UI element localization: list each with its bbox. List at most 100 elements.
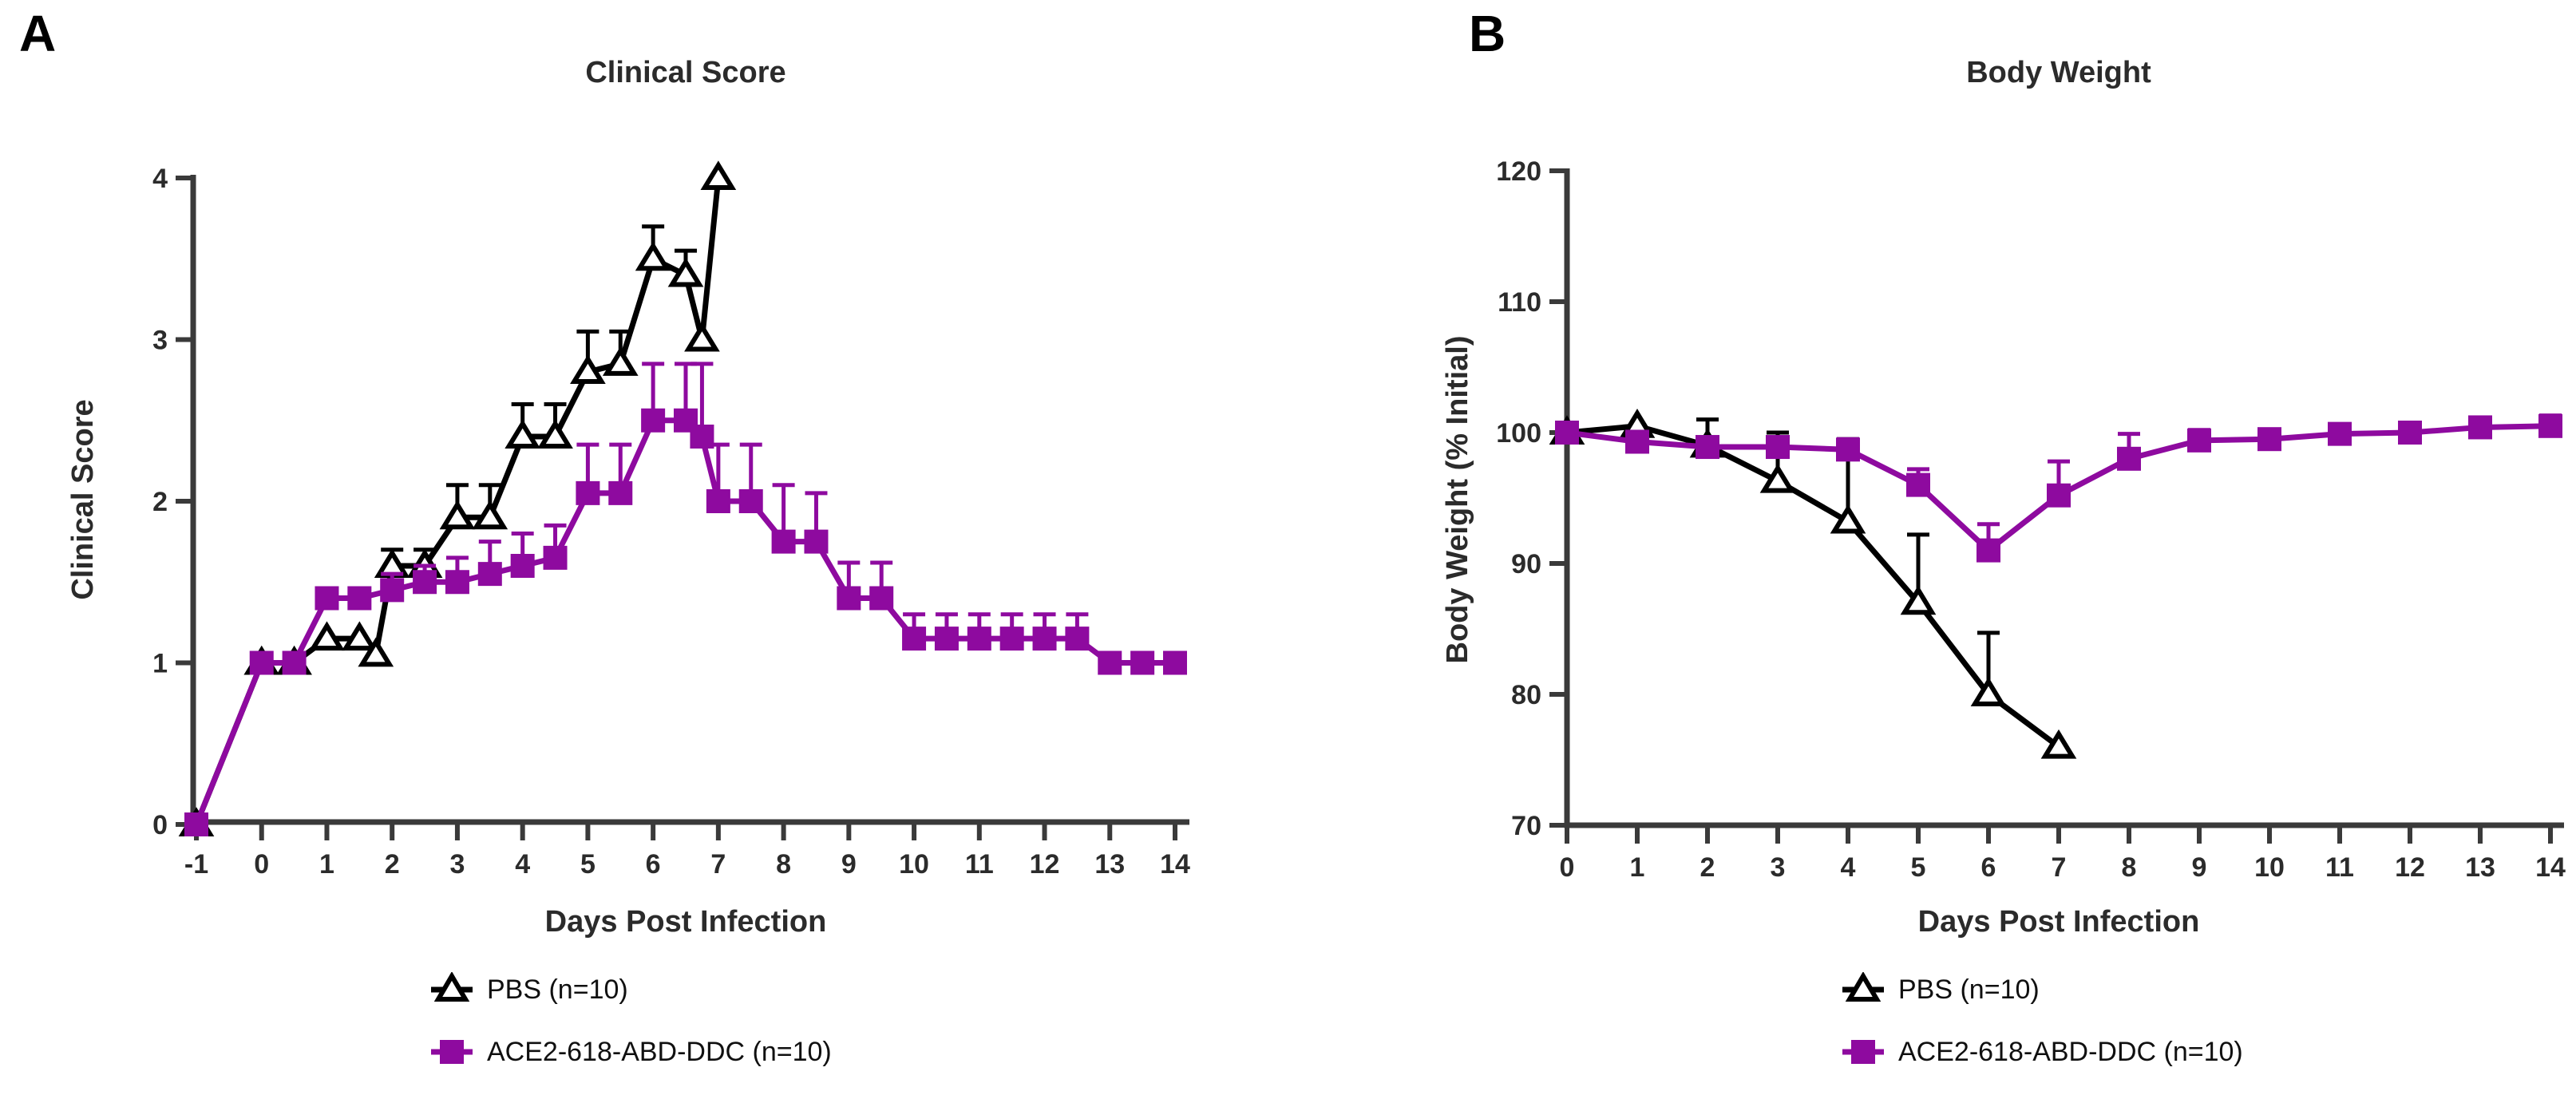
y-tick-label: 110 xyxy=(1498,287,1541,318)
filled-square-marker xyxy=(1977,538,2000,563)
filled-square-marker xyxy=(1625,429,1649,454)
filled-square-marker xyxy=(1163,650,1187,675)
x-tick-label: 3 xyxy=(1771,852,1786,883)
filled-square-marker xyxy=(999,627,1024,651)
y-tick-label: 70 xyxy=(1511,811,1541,841)
legend-item-pbs: PBS (n=10) xyxy=(1841,970,2243,1009)
open-triangle-marker xyxy=(439,500,476,530)
series-pbs xyxy=(1549,409,2077,759)
open-triangle-marker xyxy=(570,354,606,384)
panel-b-legend: PBS (n=10) ACE2-618-ABD-DDC (n=10) xyxy=(1841,970,2243,1095)
filled-square-marker xyxy=(1555,421,1579,445)
filled-square-marker xyxy=(1851,1040,1875,1064)
pbs-open-triangle-icon xyxy=(431,972,473,1002)
x-tick-label: 5 xyxy=(580,849,596,880)
x-tick-label: 4 xyxy=(1841,852,1856,883)
series-pbs xyxy=(178,160,737,836)
open-triangle-marker xyxy=(635,241,671,271)
pbs-open-triangle-icon xyxy=(1842,972,1884,1002)
open-triangle-marker xyxy=(700,160,737,190)
filled-square-marker xyxy=(1065,627,1090,651)
filled-square-marker xyxy=(477,562,502,587)
filled-square-marker xyxy=(837,586,861,611)
legend-label-ace2: ACE2-618-ABD-DDC (n=10) xyxy=(1898,1036,2243,1067)
filled-square-marker xyxy=(967,627,991,651)
legend-item-ace2: ACE2-618-ABD-DDC (n=10) xyxy=(429,1033,832,1071)
x-tick-label: 11 xyxy=(965,849,994,880)
filled-square-marker xyxy=(1130,650,1155,675)
series-ace2 xyxy=(184,362,1187,836)
open-triangle-marker xyxy=(667,257,704,287)
filled-square-marker xyxy=(641,408,666,433)
filled-square-marker xyxy=(690,425,714,449)
filled-square-marker xyxy=(576,480,600,505)
x-tick-label: 8 xyxy=(776,849,791,880)
filled-square-marker xyxy=(440,1040,464,1064)
open-triangle-marker xyxy=(1845,972,1882,1002)
series-ace2 xyxy=(1555,413,2562,563)
open-triangle-marker xyxy=(342,621,378,651)
filled-square-marker xyxy=(1098,650,1122,675)
panel-b-title: Body Weight xyxy=(1966,56,2151,89)
x-tick-label: 7 xyxy=(710,849,726,880)
filled-square-marker xyxy=(249,650,274,675)
x-tick-label: 9 xyxy=(841,849,857,880)
legend-label-pbs: PBS (n=10) xyxy=(487,974,628,1005)
panel-a-x-axis-title: Days Post Infection xyxy=(544,905,827,939)
x-tick-label: 12 xyxy=(2395,852,2425,883)
x-tick-label: 7 xyxy=(2052,852,2067,883)
y-tick-label: 0 xyxy=(152,810,168,840)
y-tick-label: 90 xyxy=(1511,549,1541,579)
filled-square-marker xyxy=(2047,483,2071,508)
filled-square-marker xyxy=(282,650,307,675)
filled-square-marker xyxy=(2187,428,2211,453)
open-triangle-marker xyxy=(358,637,394,667)
open-triangle-marker xyxy=(2040,729,2077,759)
x-tick-label: 11 xyxy=(2325,852,2354,883)
open-triangle-marker xyxy=(1759,463,1796,493)
x-tick-label: 8 xyxy=(2122,852,2137,883)
ace2-filled-square-icon xyxy=(1842,1040,1884,1064)
filled-square-marker xyxy=(738,489,763,513)
axis-lines xyxy=(1564,168,2564,828)
open-triangle-marker xyxy=(1900,585,1937,615)
series-line xyxy=(193,417,1175,826)
legend-item-ace2: ACE2-618-ABD-DDC (n=10) xyxy=(1841,1033,2243,1071)
x-tick-label: 3 xyxy=(449,849,465,880)
x-tick-label: 10 xyxy=(2254,852,2285,883)
filled-square-marker xyxy=(413,570,437,595)
x-tick-label: 14 xyxy=(2535,852,2566,883)
y-tick-label: 4 xyxy=(152,164,168,194)
ace2-filled-square-icon xyxy=(431,1040,473,1064)
y-tick-label: 3 xyxy=(152,326,168,356)
filled-square-marker xyxy=(902,627,927,651)
filled-square-marker xyxy=(2538,413,2562,438)
open-triangle-marker xyxy=(309,621,345,651)
filled-square-marker xyxy=(2468,415,2492,440)
filled-square-marker xyxy=(608,480,633,505)
open-triangle-marker xyxy=(505,419,540,449)
x-tick-label: 14 xyxy=(1160,849,1190,880)
x-tick-label: 13 xyxy=(1094,849,1125,880)
filled-square-marker xyxy=(2328,421,2352,446)
x-tick-label: 6 xyxy=(646,849,661,880)
filled-square-marker xyxy=(380,578,405,603)
open-triangle-marker xyxy=(1970,677,2007,706)
filled-square-marker xyxy=(2257,427,2281,452)
x-tick-label: 1 xyxy=(319,849,334,880)
filled-square-marker xyxy=(771,529,796,554)
filled-square-marker xyxy=(1032,627,1057,651)
y-tick-label: 120 xyxy=(1496,156,1541,187)
filled-square-marker xyxy=(1836,437,1860,462)
filled-square-marker xyxy=(2117,446,2141,471)
filled-square-marker xyxy=(184,812,208,836)
x-tick-label: 5 xyxy=(1911,852,1926,883)
filled-square-marker xyxy=(804,529,829,554)
open-triangle-marker xyxy=(537,419,573,449)
legend-label-pbs: PBS (n=10) xyxy=(1898,974,2040,1005)
x-tick-label: -1 xyxy=(184,849,208,880)
x-tick-label: 0 xyxy=(1560,852,1575,883)
filled-square-marker xyxy=(347,586,372,611)
